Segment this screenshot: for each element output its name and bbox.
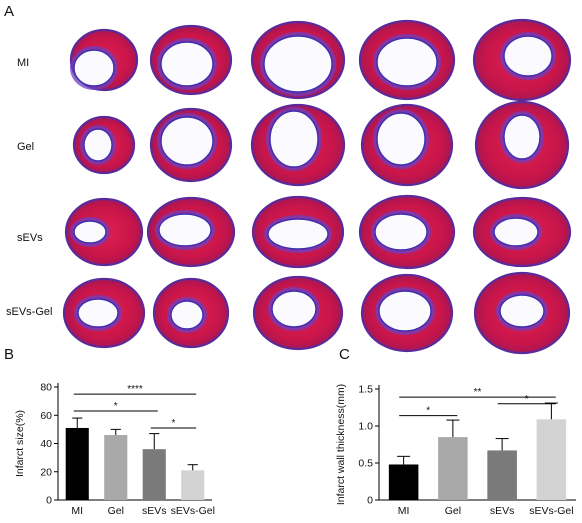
x-tick-label: MI	[71, 505, 83, 517]
y-tick-label: 40	[40, 438, 52, 450]
heart-section	[358, 194, 456, 270]
x-tick-label: Gel	[445, 505, 461, 517]
bar	[65, 427, 89, 500]
bar	[104, 435, 128, 500]
significance-label: *	[426, 406, 430, 417]
row-label-mi: MI	[17, 57, 30, 69]
bar	[142, 449, 166, 500]
x-tick-label: sEVs-Gel	[529, 505, 573, 517]
x-tick-label: Gel	[108, 505, 124, 517]
heart-section	[146, 196, 236, 268]
heart-section	[64, 197, 144, 267]
y-tick-label: 60	[40, 410, 52, 422]
bar	[181, 470, 205, 500]
x-tick-label: MI	[398, 505, 410, 517]
chart-infarct-size: 0 20 40 60 80 Infarct size(%) MI Gel sEVs sEVs-Ge…	[14, 382, 215, 518]
panel-label-b: B	[4, 346, 15, 363]
y-tick-label: 1.5	[358, 384, 373, 396]
heart-section	[252, 275, 344, 351]
x-tick-label: sEVs-Gel	[171, 505, 215, 517]
chart-infarct-wall-thickness: 0 0.5 1.0 1.5 Infarct wall thickness(mm) MI Ge…	[335, 384, 576, 517]
heart-section	[250, 103, 346, 187]
heart-section	[62, 277, 146, 349]
panel-label-a: A	[4, 3, 15, 20]
row-label-gel: Gel	[17, 141, 35, 153]
significance-label: *	[114, 401, 118, 412]
heart-section	[360, 273, 454, 353]
y-axis-label: Infarct wall thickness(mm)	[335, 384, 347, 505]
y-tick-label: 0	[367, 495, 373, 507]
panel-label-c: C	[339, 346, 350, 363]
y-tick-label: 0	[46, 495, 52, 507]
significance-label: **	[474, 387, 482, 398]
heart-section	[251, 195, 345, 269]
heart-section	[250, 20, 346, 100]
row-label-sevs-gel: sEVs-Gel	[6, 306, 53, 318]
y-tick-label: 20	[40, 466, 52, 478]
heart-section	[149, 24, 233, 96]
significance-label: ****	[127, 384, 143, 395]
x-tick-label: sEVs	[142, 505, 167, 517]
heart-section	[152, 277, 230, 349]
y-tick-label: 0.5	[358, 458, 373, 470]
bar	[536, 419, 567, 500]
heart-section	[360, 103, 454, 187]
heart-section	[69, 28, 139, 92]
y-tick-label: 1.0	[358, 421, 373, 433]
x-tick-label: sEVs	[490, 505, 515, 517]
heart-section	[149, 107, 233, 183]
y-axis-label: Infarct size(%)	[14, 410, 26, 477]
bar	[388, 464, 419, 500]
heart-section	[473, 271, 571, 355]
heart-section	[358, 19, 456, 101]
heart-section	[72, 115, 136, 175]
heart-section	[472, 18, 572, 102]
row-label-sevs: sEVs	[17, 232, 43, 244]
bar	[438, 437, 468, 500]
heart-section	[474, 100, 570, 190]
bar	[487, 450, 517, 500]
heart-sections-grid	[62, 18, 572, 355]
y-tick-label: 80	[40, 382, 52, 394]
heart-section	[472, 196, 572, 268]
significance-label: *	[525, 394, 529, 405]
significance-label: *	[172, 418, 176, 429]
